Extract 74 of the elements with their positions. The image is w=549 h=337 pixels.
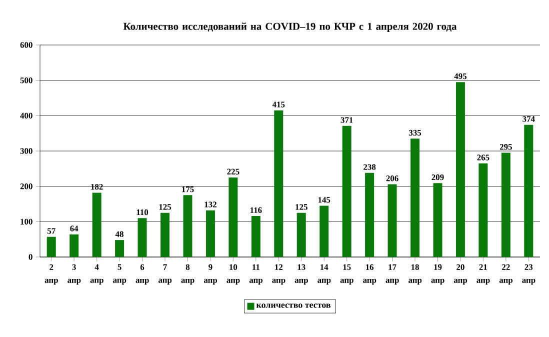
x-tick-label: 10 апр — [226, 264, 240, 285]
x-tick-label: 9 апр — [204, 264, 218, 285]
x-tick-label: 12 апр — [272, 264, 286, 285]
bar — [206, 210, 215, 257]
bar — [183, 195, 192, 257]
chart-title: Количество исследований на COVID–19 по КЧР с 1 апреля 2020 года — [123, 22, 457, 32]
bar — [296, 212, 306, 257]
data-label: 57 — [47, 228, 56, 234]
data-label: 371 — [340, 117, 353, 123]
data-label: 209 — [432, 174, 444, 180]
x-tick-label: 2 апр — [44, 264, 58, 285]
data-label: 48 — [115, 231, 124, 238]
data-label: 125 — [159, 204, 172, 210]
data-label: 265 — [477, 154, 490, 160]
data-label: 116 — [250, 207, 262, 213]
x-tick-label: 21 апр — [476, 264, 490, 285]
bar — [138, 218, 147, 257]
bar — [501, 152, 510, 257]
bar — [228, 178, 238, 257]
x-tick-label: 23 апр — [522, 264, 536, 285]
data-label: 374 — [522, 116, 535, 122]
bar — [251, 216, 260, 257]
bar — [274, 110, 284, 257]
legend-label: количество тестов — [256, 304, 330, 308]
x-tick-label: 16 апр — [363, 264, 376, 285]
y-tick-label: 100 — [20, 218, 32, 225]
data-label: 132 — [204, 202, 216, 208]
bar — [342, 126, 352, 257]
x-tick-label: 5 апр — [113, 264, 126, 285]
bar — [92, 192, 102, 257]
bar — [388, 184, 397, 257]
bar — [456, 82, 465, 257]
bar — [365, 172, 374, 257]
x-tick-label: 6 апр — [136, 264, 149, 285]
y-tick-label: 0 — [28, 254, 32, 260]
x-tick-label: 22 апр — [499, 264, 512, 285]
data-label: 495 — [454, 73, 466, 80]
data-label: 110 — [136, 209, 148, 216]
x-tick-label: 4 апр — [90, 264, 104, 285]
data-label: 225 — [227, 168, 240, 174]
bar — [524, 124, 534, 257]
x-tick-label: 15 апр — [340, 264, 354, 285]
data-label: 335 — [408, 130, 422, 136]
bar — [320, 206, 329, 257]
x-tick-label: 17 апр — [386, 264, 399, 285]
y-tick-label: 600 — [20, 42, 32, 48]
bar — [70, 234, 79, 257]
bar — [46, 236, 56, 257]
data-label: 175 — [182, 186, 194, 192]
data-label: 206 — [386, 175, 398, 182]
x-tick-label: 3 апр — [68, 264, 81, 285]
bar — [433, 183, 442, 257]
y-tick-label: 300 — [20, 148, 32, 154]
x-tick-label: 20 апр — [454, 264, 468, 285]
data-label: 238 — [364, 164, 376, 170]
bar — [478, 163, 488, 257]
x-tick-label: 11 апр — [249, 264, 262, 285]
bar — [115, 240, 124, 257]
bar — [160, 212, 170, 257]
x-tick-label: 14 апр — [318, 264, 331, 285]
data-label: 125 — [296, 204, 308, 210]
x-tick-label: 8 апр — [181, 264, 194, 285]
data-label: 415 — [272, 102, 285, 108]
bar — [410, 138, 420, 257]
y-tick-label: 400 — [20, 112, 32, 119]
data-label: 64 — [70, 226, 78, 232]
y-tick-label: 500 — [20, 77, 32, 84]
x-tick-label: 7 апр — [158, 264, 172, 285]
y-tick-label: 200 — [20, 183, 32, 190]
x-tick-label: 13 апр — [294, 264, 308, 285]
x-tick-label: 19 апр — [431, 264, 444, 285]
data-label: 145 — [318, 197, 330, 203]
data-label: 295 — [500, 144, 512, 150]
x-tick-label: 18 апр — [408, 264, 422, 285]
